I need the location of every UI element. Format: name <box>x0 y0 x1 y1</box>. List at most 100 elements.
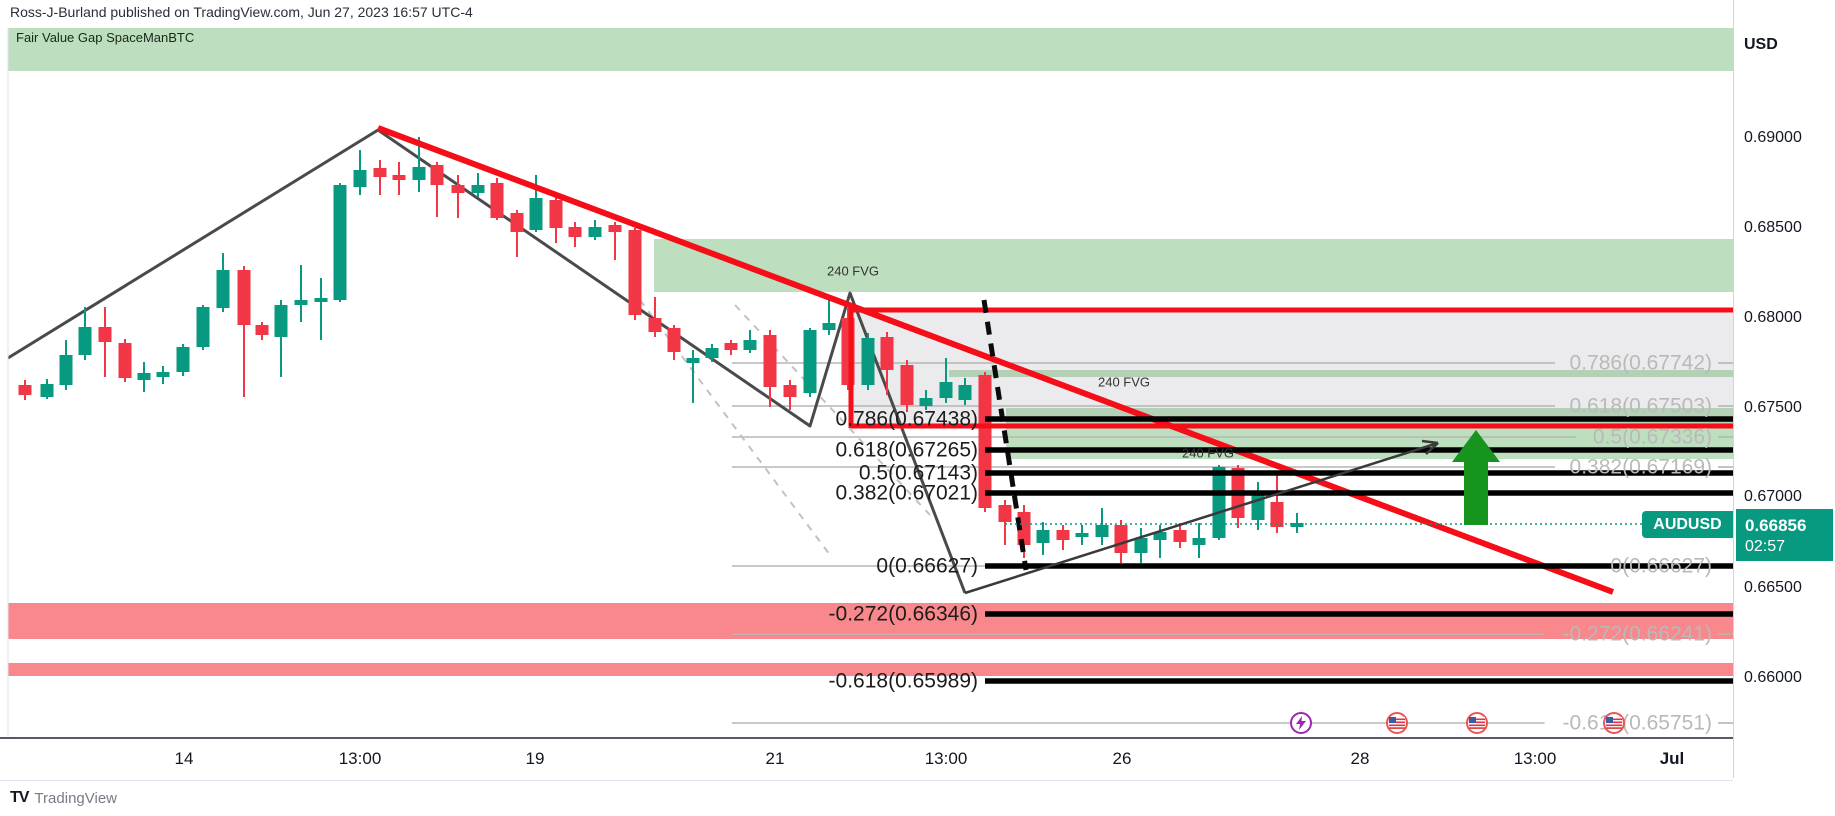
candle <box>763 335 777 387</box>
time-tick: 28 <box>1350 749 1370 768</box>
candle <box>196 307 210 347</box>
time-tick: 13:00 <box>338 749 382 768</box>
candle <box>1114 525 1128 553</box>
price-tick: 0.69000 <box>1744 129 1802 146</box>
trendline-red <box>376 125 1615 595</box>
currency-label: USD <box>1744 36 1778 53</box>
candle <box>118 343 132 378</box>
candle <box>588 227 602 237</box>
candle <box>294 300 308 305</box>
tradingview-logo-icon: TV <box>10 789 29 806</box>
candle <box>803 330 817 393</box>
candle <box>333 185 347 300</box>
fvg-zone-label: 240 FVG <box>1182 446 1234 461</box>
us-flag-event-icon[interactable] <box>1603 712 1625 734</box>
fib-label-black: 0.618(0.67265) <box>836 439 978 462</box>
candle <box>18 385 32 395</box>
candle <box>686 358 700 363</box>
price-tick: 0.67500 <box>1744 399 1802 416</box>
candle <box>1251 493 1265 520</box>
candle <box>1134 538 1148 553</box>
last-price: 0.66856 <box>1745 515 1807 535</box>
fib-label-gray: 0.382(0.67169) <box>1570 456 1712 479</box>
candle <box>724 343 738 350</box>
fib-label-black: -0.618(0.65989) <box>829 670 978 693</box>
candle <box>216 270 230 308</box>
tradingview-watermark: TV TradingView <box>10 789 117 807</box>
fvg-zone-label: 240 FVG <box>827 264 879 279</box>
time-tick: 13:00 <box>1513 749 1557 768</box>
candle <box>274 305 288 337</box>
candle <box>1075 533 1089 537</box>
projection-arrow <box>964 441 1439 595</box>
fib-label-gray: 0.618(0.67503) <box>1570 395 1712 418</box>
attribution-text: Ross-J-Burland published on TradingView.… <box>10 4 473 20</box>
time-tick: 26 <box>1112 749 1132 768</box>
candle <box>958 385 972 400</box>
fib-label-black: 0.382(0.67021) <box>836 482 978 505</box>
zigzag-line <box>7 128 967 594</box>
time-axis[interactable]: 14 13:00 19 21 13:00 26 28 13:00 Jul <box>0 737 1733 781</box>
projection-arrowhead <box>1425 442 1439 455</box>
fib-label-gray: 0.786(0.67742) <box>1570 352 1712 375</box>
bullish-up-arrow-icon <box>1452 430 1500 525</box>
candle <box>471 185 485 193</box>
fib-label-black: 0.786(0.67438) <box>836 408 978 431</box>
candle <box>822 323 836 330</box>
candle <box>900 365 914 405</box>
us-flag-event-icon[interactable] <box>1386 712 1408 734</box>
fib-label-gray: -0.272(0.66241) <box>1563 623 1712 646</box>
candle <box>880 337 894 370</box>
fvg-zone-pink <box>8 663 1733 676</box>
dashed-guide-line <box>639 299 831 556</box>
candle <box>549 200 563 228</box>
us-flag-event-icon[interactable] <box>1466 712 1488 734</box>
fvg-zone-green <box>949 370 1733 377</box>
candle <box>373 168 387 177</box>
candle <box>156 372 170 377</box>
candle <box>1192 538 1206 545</box>
candle <box>237 270 251 325</box>
candle <box>1153 532 1167 540</box>
price-badge: 0.66856 02:57 <box>1736 509 1833 561</box>
fib-label-gray: 0.5(0.67336) <box>1593 426 1712 449</box>
candle <box>1270 502 1284 527</box>
candle <box>490 183 504 218</box>
time-tick: 14 <box>174 749 194 768</box>
candle <box>40 384 54 397</box>
candle <box>412 167 426 180</box>
candle <box>510 213 524 232</box>
time-tick: 21 <box>765 749 785 768</box>
candle <box>667 328 681 352</box>
candle <box>451 185 465 193</box>
fvg-zone-pink <box>8 603 1733 639</box>
candle <box>98 327 112 342</box>
candle <box>176 347 190 372</box>
fvg-zone-green <box>8 28 1733 71</box>
candle <box>430 165 444 185</box>
candle <box>1290 523 1304 527</box>
price-tick: 0.68500 <box>1744 219 1802 236</box>
candle <box>78 327 92 355</box>
candle <box>59 355 73 385</box>
fib-label-gray: -0.618(0.65751) <box>1563 712 1712 735</box>
candle <box>1056 530 1070 540</box>
tradingview-logo-text: TradingView <box>34 789 117 807</box>
time-tick: 19 <box>525 749 545 768</box>
fib-label-black: -0.272(0.66346) <box>829 603 978 626</box>
time-tick: 13:00 <box>924 749 968 768</box>
indicator-title: Fair Value Gap SpaceManBTC <box>16 30 195 45</box>
price-axis[interactable]: USD 0.69000 0.68500 0.68000 0.67500 0.67000 0… <box>1733 0 1835 778</box>
fvg-zone-label: 240 FVG <box>1098 375 1150 390</box>
candle <box>314 298 328 302</box>
fib-label-black: 0(0.66627) <box>876 555 978 578</box>
candle <box>783 385 797 397</box>
price-tick: 0.68000 <box>1744 309 1802 326</box>
candle <box>628 230 642 315</box>
economic-event-lightning-icon[interactable] <box>1290 712 1312 734</box>
time-tick: Jul <box>1659 749 1685 768</box>
candle <box>1095 525 1109 537</box>
candle <box>998 505 1012 522</box>
